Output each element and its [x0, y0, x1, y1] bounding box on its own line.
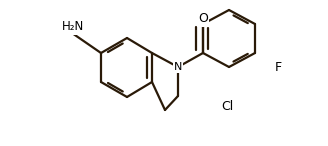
Text: F: F — [275, 60, 282, 73]
Text: O: O — [198, 13, 208, 26]
Text: N: N — [174, 62, 182, 72]
Text: Cl: Cl — [221, 100, 233, 113]
Text: H₂N: H₂N — [62, 20, 84, 33]
